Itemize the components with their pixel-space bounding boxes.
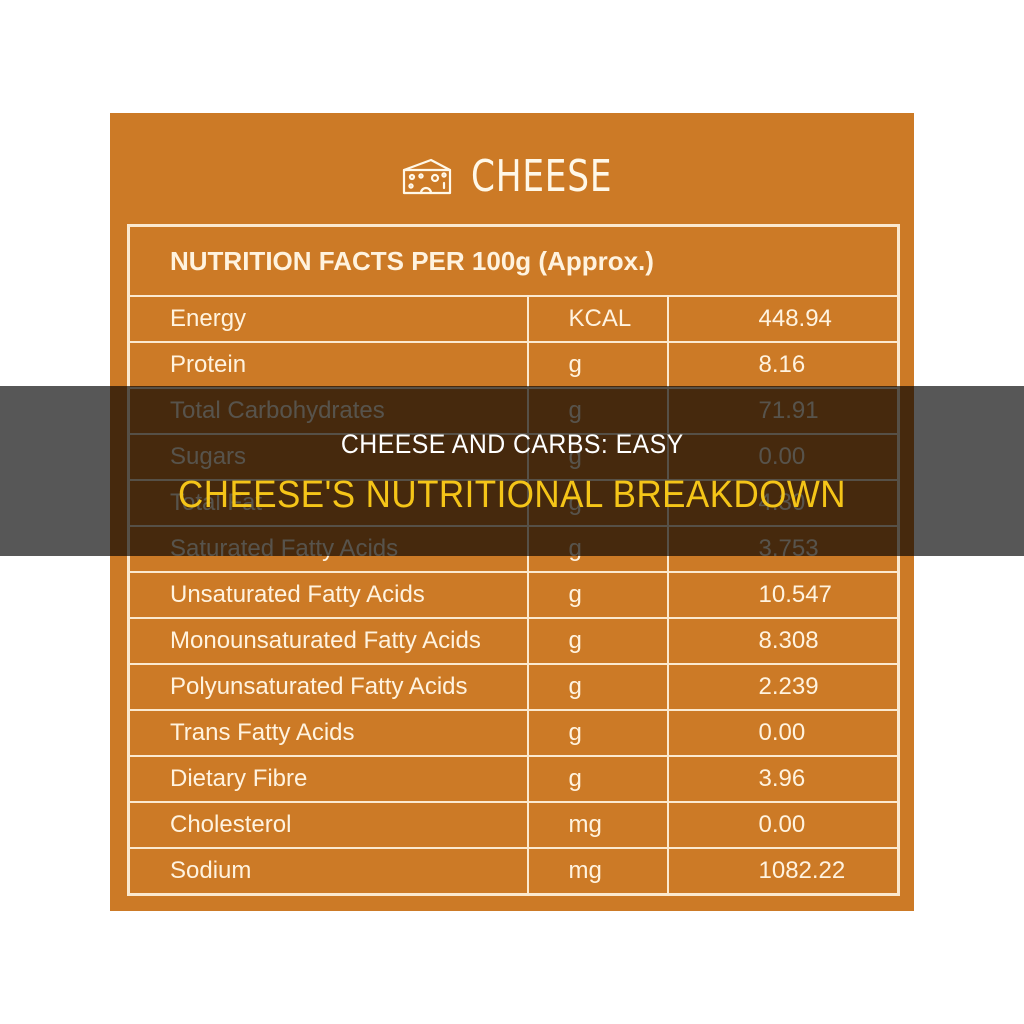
table-row: Dietary Fibre g 3.96 bbox=[127, 755, 900, 803]
nutrient-unit: g bbox=[526, 341, 669, 389]
nutrient-unit: g bbox=[526, 663, 669, 711]
table-row: Trans Fatty Acids g 0.00 bbox=[127, 709, 900, 757]
nutrient-unit: g bbox=[526, 571, 669, 619]
nutrient-name: Unsaturated Fatty Acids bbox=[127, 571, 529, 619]
nutrient-value: 2.239 bbox=[666, 663, 900, 711]
table-row: Polyunsaturated Fatty Acids g 2.239 bbox=[127, 663, 900, 711]
nutrient-value: 8.16 bbox=[666, 341, 900, 389]
nutrient-name: Protein bbox=[127, 341, 529, 389]
nutrient-name: Dietary Fibre bbox=[127, 755, 529, 803]
table-row: Unsaturated Fatty Acids g 10.547 bbox=[127, 571, 900, 619]
title-overlay-band: CHEESE AND CARBS: EASY CHEESE'S NUTRITIO… bbox=[0, 386, 1024, 556]
cheese-wedge-icon bbox=[403, 158, 452, 195]
table-row: Energy KCAL 448.94 bbox=[127, 295, 900, 343]
card-title-row: CHEESE bbox=[110, 143, 914, 209]
nutrient-name: Sodium bbox=[127, 847, 529, 896]
nutrition-table: NUTRITION FACTS PER 100g (Approx.) Energ… bbox=[127, 224, 900, 896]
nutrient-value: 8.308 bbox=[666, 617, 900, 665]
nutrient-value: 448.94 bbox=[666, 295, 900, 343]
table-header: NUTRITION FACTS PER 100g (Approx.) bbox=[127, 224, 900, 297]
nutrient-value: 3.96 bbox=[666, 755, 900, 803]
nutrient-unit: KCAL bbox=[526, 295, 669, 343]
table-row: Protein g 8.16 bbox=[127, 341, 900, 389]
nutrient-unit: g bbox=[526, 617, 669, 665]
overlay-subtitle: CHEESE AND CARBS: EASY bbox=[340, 429, 684, 459]
table-row: Sodium mg 1082.22 bbox=[127, 847, 900, 896]
nutrient-name: Cholesterol bbox=[127, 801, 529, 849]
table-header-row: NUTRITION FACTS PER 100g (Approx.) bbox=[127, 224, 900, 297]
overlay-headline: CHEESE'S NUTRITIONAL BREAKDOWN bbox=[178, 474, 846, 516]
table-row: Monounsaturated Fatty Acids g 8.308 bbox=[127, 617, 900, 665]
nutrient-name: Energy bbox=[127, 295, 529, 343]
nutrient-name: Trans Fatty Acids bbox=[127, 709, 529, 757]
nutrient-value: 10.547 bbox=[666, 571, 900, 619]
nutrient-unit: mg bbox=[526, 847, 669, 896]
nutrient-value: 0.00 bbox=[666, 801, 900, 849]
nutrient-name: Polyunsaturated Fatty Acids bbox=[127, 663, 529, 711]
nutrient-name: Monounsaturated Fatty Acids bbox=[127, 617, 529, 665]
nutrient-unit: g bbox=[526, 755, 669, 803]
nutrient-unit: g bbox=[526, 709, 669, 757]
nutrient-value: 1082.22 bbox=[666, 847, 900, 896]
card-title: CHEESE bbox=[471, 150, 613, 202]
nutrient-value: 0.00 bbox=[666, 709, 900, 757]
nutrient-unit: mg bbox=[526, 801, 669, 849]
table-row: Cholesterol mg 0.00 bbox=[127, 801, 900, 849]
